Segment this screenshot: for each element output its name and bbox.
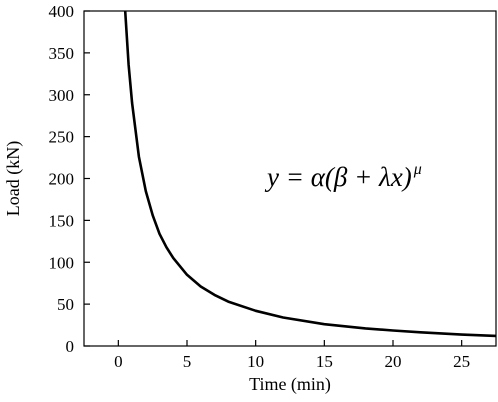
formula-superscript: μ — [413, 161, 422, 178]
formula-base: y = α(β + λx) — [264, 162, 412, 192]
x-tick-label: 10 — [247, 352, 264, 371]
y-tick-label: 400 — [49, 2, 75, 21]
x-tick-label: 20 — [385, 352, 402, 371]
y-tick-label: 250 — [49, 128, 75, 147]
y-tick-label: 0 — [66, 337, 75, 356]
y-tick-label: 50 — [57, 295, 74, 314]
decay-curve — [123, 10, 497, 338]
y-tick-label: 100 — [49, 253, 75, 272]
x-tick-label: 5 — [183, 352, 192, 371]
y-tick-label: 150 — [49, 211, 75, 230]
x-tick-label: 25 — [453, 352, 470, 371]
x-tick-label: 15 — [316, 352, 333, 371]
y-tick-label: 200 — [49, 170, 75, 189]
formula-annotation: y = α(β + λx) μ — [264, 161, 422, 192]
y-axis-title: Load (kN) — [3, 141, 24, 216]
x-axis-title: Time (min) — [249, 374, 331, 395]
x-tick-label: 0 — [114, 352, 123, 371]
y-tick-label: 300 — [49, 86, 75, 105]
y-tick-label: 350 — [49, 44, 75, 63]
